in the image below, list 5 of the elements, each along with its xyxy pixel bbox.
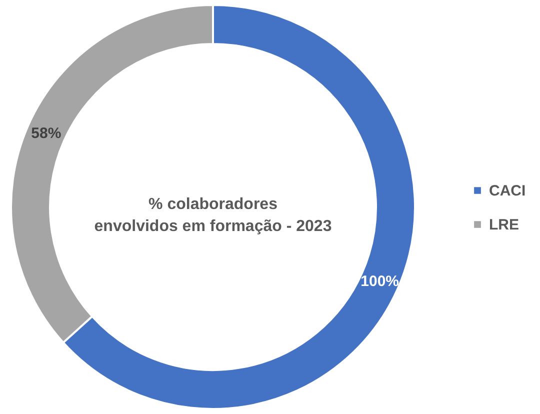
data-label: 100% <box>360 273 400 290</box>
data-label: 58% <box>31 124 62 142</box>
text: % colaboradores envolvidos em formação - 2023 <box>94 196 332 235</box>
legend-label: CACI <box>489 182 526 200</box>
legend-label: LRE <box>489 216 519 234</box>
